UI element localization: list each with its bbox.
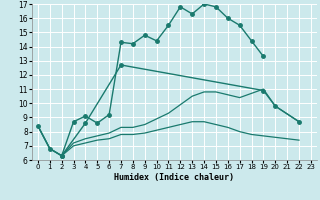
X-axis label: Humidex (Indice chaleur): Humidex (Indice chaleur) [115,173,234,182]
